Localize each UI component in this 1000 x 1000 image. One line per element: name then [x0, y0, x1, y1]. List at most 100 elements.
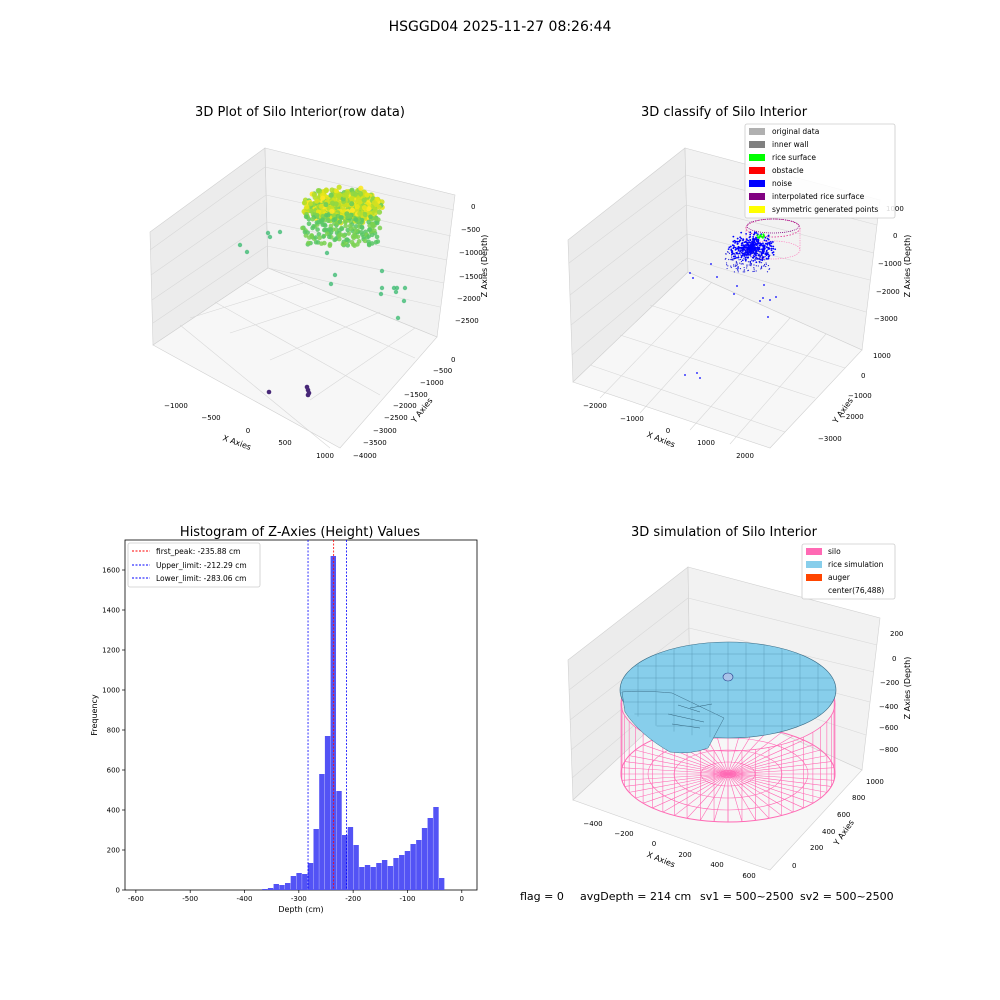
raw-y-tick: −3500: [363, 439, 387, 447]
cls-legend-label: rice surface: [772, 153, 816, 162]
cls-legend-item: noise: [749, 179, 792, 188]
cls-legend-label: original data: [772, 127, 819, 136]
hist-y-tick: 1600: [102, 567, 120, 575]
hist-x-tick: 0: [460, 895, 464, 903]
hist-bar: [438, 878, 445, 890]
sim-legend-item: auger: [806, 573, 851, 582]
cls-legend-item: rice surface: [749, 153, 816, 162]
classify-silo-wall: [745, 218, 801, 260]
hist-bar: [370, 867, 376, 890]
hist-bar: [273, 884, 279, 890]
cls-x-tick: −2000: [583, 402, 607, 410]
sim-z-axis-label: Z Axies (Depth): [903, 657, 912, 720]
sim-legend-swatch: [806, 574, 822, 581]
raw-y-tick: −1500: [404, 391, 428, 399]
sim-z-tick: −400: [879, 703, 898, 711]
cls-legend-label: obstacle: [772, 166, 804, 175]
cls-legend-swatch: [749, 193, 765, 200]
hist-legend-item: Upper_limit: -212.29 cm: [132, 561, 247, 570]
hist-bar: [262, 889, 268, 890]
cls-legend-item: interpolated rice surface: [749, 192, 865, 201]
footer-sv1: sv1 = 500~2500: [700, 890, 794, 903]
cls-y-axis-label: Y Axies: [830, 396, 855, 426]
hist-title: Histogram of Z-Axies (Height) Values: [180, 525, 420, 540]
hist-legend-item: first_peak: -235.88 cm: [132, 547, 240, 556]
sim-legend-swatch: [806, 548, 822, 555]
sim-z-tick: 0: [892, 655, 896, 663]
sim-legend: silo rice simulation auger center(76,488…: [801, 543, 896, 600]
classify-scatter-points: [684, 231, 777, 379]
hist-bar: [313, 829, 319, 890]
footer-avg-depth: avgDepth = 214 cm: [580, 890, 691, 903]
hist-bar: [279, 885, 285, 890]
hist-bar: [393, 858, 399, 890]
hist-x-tick: -300: [291, 895, 307, 903]
hist-bar: [399, 855, 405, 890]
hist-x-tick: -500: [182, 895, 198, 903]
cls-legend-label: inner wall: [772, 140, 809, 149]
hist-y-tick: 400: [107, 807, 120, 815]
hist-bar: [427, 818, 433, 890]
cls-y-tick: −3000: [818, 435, 842, 443]
cls-z-tick: −3000: [874, 315, 898, 323]
sim-y-tick: 400: [822, 828, 835, 836]
sim-legend-item: rice simulation: [806, 560, 884, 569]
raw-y-tick: −2500: [384, 414, 408, 422]
sim-x-tick: 400: [710, 861, 723, 869]
panel-classify-3d-title: 3D classify of Silo Interior: [641, 105, 808, 120]
hist-y-ticks: 0 200 400 600 800 1000 1200 1400 1600: [102, 567, 125, 895]
cls-x-tick: 1000: [697, 439, 715, 447]
hist-bar: [433, 807, 439, 890]
sim-legend-item: silo: [806, 547, 841, 556]
footer-sv2: sv2 = 500~2500: [800, 890, 894, 903]
hist-bar: [267, 888, 274, 890]
hist-bar: [421, 828, 428, 890]
hist-legend-label: first_peak: -235.88 cm: [156, 547, 240, 556]
hist-x-tick: -200: [345, 895, 361, 903]
raw-z-tick: −1500: [459, 273, 483, 281]
hist-y-tick: 600: [107, 767, 120, 775]
raw-x-axis-label: X Axies: [221, 433, 252, 452]
raw-y-tick: −3000: [373, 427, 397, 435]
hist-bar: [381, 860, 388, 890]
hist-y-tick: 1400: [102, 607, 120, 615]
footer-flag: flag = 0: [520, 890, 564, 903]
cls-z-tick: −2000: [876, 288, 900, 296]
hist-bar: [342, 835, 348, 890]
hist-x-ticks: -600 -500 -400 -300 -200 -100 0: [128, 890, 464, 903]
raw-z-tick: 0: [471, 203, 475, 211]
hist-legend: first_peak: -235.88 cm Upper_limit: -212…: [127, 542, 261, 588]
hist-legend-label: Lower_limit: -283.06 cm: [156, 574, 246, 583]
sim-title: 3D simulation of Silo Interior: [631, 525, 818, 540]
sim-legend-label: rice simulation: [828, 560, 884, 569]
sim-legend-item: center(76,488): [828, 586, 884, 595]
hist-bar: [416, 840, 422, 890]
cls-y-tick: −1000: [848, 392, 872, 400]
hist-x-tick: -600: [128, 895, 144, 903]
cls-legend: original data inner wall rice surface ob…: [744, 123, 896, 219]
cls-legend-swatch: [749, 154, 765, 161]
hist-bar: [284, 883, 291, 890]
hist-bar: [404, 851, 411, 890]
sim-x-tick: 600: [742, 872, 755, 880]
panel-classify-3d-ticks: −2000 −1000 0 1000 2000 −3000 −2000 −100…: [583, 205, 904, 460]
cls-z-tick: −1000: [878, 260, 902, 268]
raw-x-tick: −500: [201, 414, 220, 422]
cls-legend-label: interpolated rice surface: [772, 192, 865, 201]
raw-z-tick: −1000: [459, 249, 483, 257]
page-title: HSGGD04 2025-11-27 08:26:44: [389, 19, 612, 35]
cls-z-axis-label: Z Axies (Depth): [903, 235, 912, 298]
sim-ticks: −400 −200 0 200 400 600 0 200 400 600 80…: [583, 630, 903, 880]
sim-x-tick: −200: [614, 830, 633, 838]
hist-x-tick: -400: [237, 895, 253, 903]
sim-rice-surface: [619, 641, 837, 754]
panel-histogram: Histogram of Z-Axies (Height) Values -60…: [90, 525, 478, 914]
hist-y-tick: 800: [107, 727, 120, 735]
hist-bar: [353, 845, 359, 890]
hist-bar: [347, 827, 354, 890]
sim-z-tick: −800: [879, 746, 898, 754]
sim-legend-label: center(76,488): [828, 586, 884, 595]
raw-y-tick: −4000: [353, 452, 377, 460]
cls-legend-swatch: [749, 141, 765, 148]
